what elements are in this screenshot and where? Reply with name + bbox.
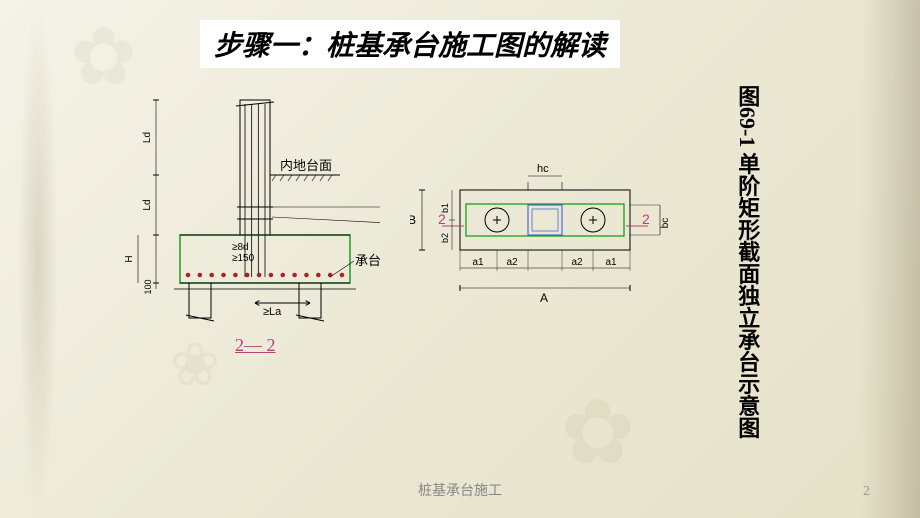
svg-text:a1: a1 [606,257,618,268]
figure-caption: 图69-1 单阶矩形截面独立承台示意图 [735,85,759,439]
svg-text:承台底标高: 承台底标高 [355,253,380,268]
svg-text:≥8d: ≥8d [232,242,249,253]
plan-diagram: hc22Bb1b2bca1a2a2a1A [410,145,710,365]
svg-text:B: B [410,213,416,227]
diagram-area: 内地台面≥8d≥15012承台底标高LdLdH100≥La 2— 2 hc22B… [120,95,700,445]
svg-text:A: A [540,291,548,305]
svg-text:内地台面: 内地台面 [280,158,332,173]
svg-text:2: 2 [642,211,650,227]
page-number: 2 [863,484,870,500]
svg-text:hc: hc [537,163,549,175]
svg-text:Ld: Ld [142,199,153,210]
svg-text:Ld: Ld [142,132,153,143]
svg-text:100: 100 [143,279,153,294]
svg-text:b1: b1 [440,203,450,213]
svg-text:≥La: ≥La [263,306,282,318]
slide-title: 步骤一：桩基承台施工图的解读 [200,20,620,68]
svg-text:≥150: ≥150 [232,253,255,264]
svg-text:b2: b2 [440,233,450,243]
svg-text:H: H [124,255,135,262]
section-diagram: 内地台面≥8d≥15012承台底标高LdLdH100≥La [120,95,380,345]
section-label: 2— 2 [235,335,276,356]
svg-text:a1: a1 [473,257,485,268]
svg-text:a2: a2 [507,257,519,268]
svg-text:bc: bc [660,218,671,229]
footer-text: 桩基承台施工 [0,480,920,500]
svg-text:a2: a2 [572,257,584,268]
